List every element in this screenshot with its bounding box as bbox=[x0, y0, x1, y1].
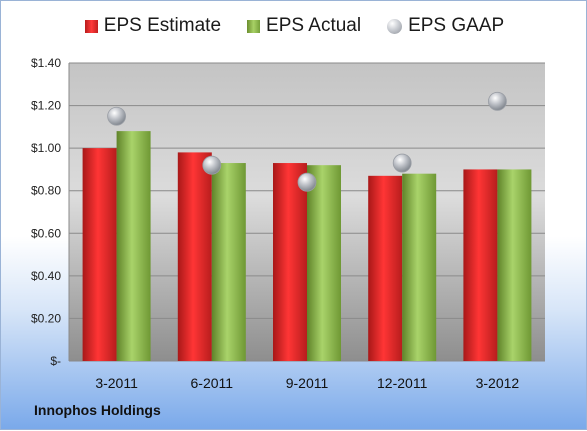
x-tick-label: 12-2011 bbox=[377, 375, 428, 391]
x-tick-label: 3-2012 bbox=[476, 375, 520, 391]
legend-label-eps-actual: EPS Actual bbox=[266, 15, 362, 36]
bar-eps-estimate-12-2011 bbox=[368, 175, 403, 361]
y-tick-label: $0.40 bbox=[31, 269, 61, 283]
bar-eps-actual-9-2011 bbox=[307, 165, 341, 361]
bar-eps-estimate-3-2012 bbox=[463, 169, 498, 361]
point-eps-gaap-6-2011 bbox=[202, 155, 222, 175]
x-tick-label: 9-2011 bbox=[286, 375, 329, 391]
y-tick-label: $0.80 bbox=[31, 184, 61, 198]
y-tick-label: $1.00 bbox=[31, 141, 61, 155]
bar-eps-estimate-6-2011 bbox=[177, 152, 212, 361]
point-eps-gaap-3-2012 bbox=[487, 91, 507, 111]
legend-item-eps-actual: EPS Actual bbox=[247, 15, 361, 37]
legend-swatch-eps-actual bbox=[247, 19, 261, 33]
y-tick-label: $1.20 bbox=[31, 99, 61, 113]
legend: EPS Estimate EPS Actual EPS GAAP bbox=[1, 15, 587, 37]
bar-eps-actual-6-2011 bbox=[211, 163, 246, 361]
bar-eps-actual-12-2011 bbox=[402, 173, 437, 361]
x-tick-label: 3-2011 bbox=[95, 375, 138, 391]
point-eps-gaap-3-2011 bbox=[107, 106, 126, 126]
bar-eps-actual-3-2012 bbox=[497, 169, 532, 361]
legend-item-eps-estimate: EPS Estimate bbox=[84, 15, 222, 37]
bar-eps-estimate-3-2011 bbox=[82, 148, 117, 361]
point-eps-gaap-12-2011 bbox=[392, 153, 412, 173]
legend-swatch-eps-estimate bbox=[84, 19, 98, 33]
y-tick-label: $0.60 bbox=[31, 226, 61, 240]
y-tick-label: $0.20 bbox=[31, 311, 61, 325]
bar-eps-estimate-9-2011 bbox=[273, 163, 307, 361]
point-eps-gaap-9-2011 bbox=[297, 172, 317, 192]
bar-eps-actual-3-2011 bbox=[116, 131, 151, 361]
legend-swatch-eps-gaap bbox=[387, 18, 403, 34]
legend-label-eps-estimate: EPS Estimate bbox=[103, 15, 222, 36]
y-tick-label: $1.40 bbox=[31, 56, 61, 70]
legend-item-eps-gaap: EPS GAAP bbox=[387, 15, 504, 37]
y-tick-label: $- bbox=[50, 354, 61, 368]
x-tick-label: 6-2011 bbox=[191, 375, 234, 391]
legend-label-eps-gaap: EPS GAAP bbox=[408, 15, 505, 36]
company-name: Innophos Holdings bbox=[34, 402, 161, 418]
